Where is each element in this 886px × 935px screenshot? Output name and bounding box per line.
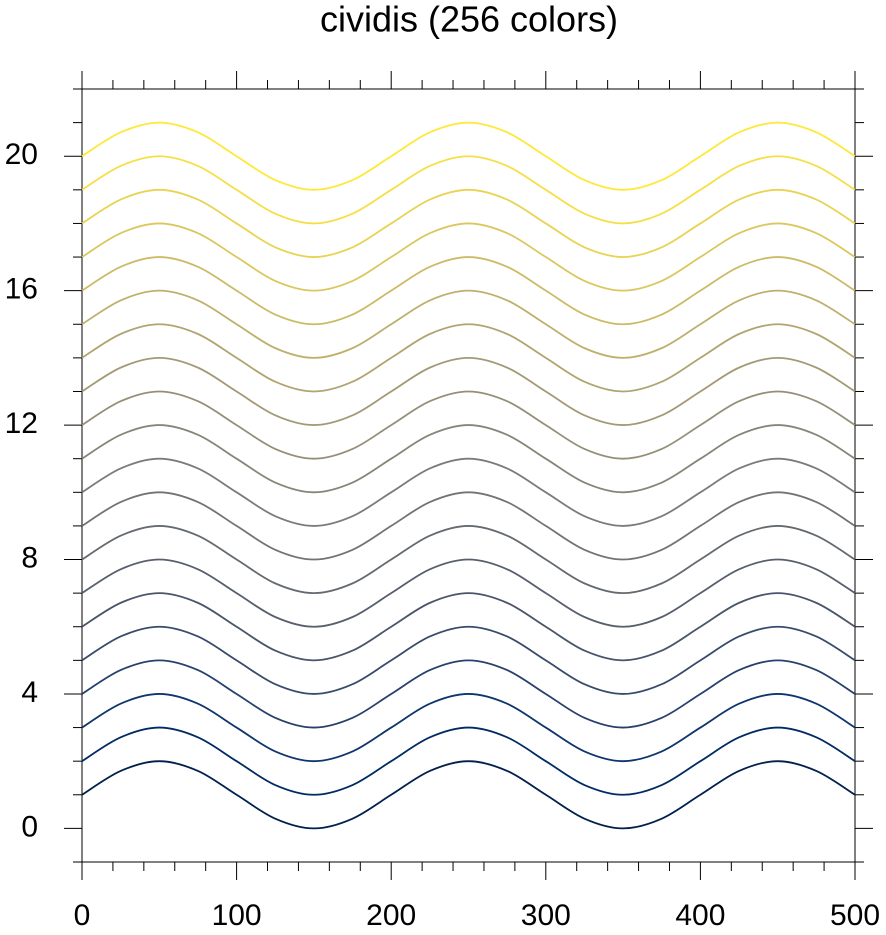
y-tick-label: 16 [5, 273, 38, 306]
series-line [81, 659, 856, 729]
series-line [81, 726, 856, 796]
series-line [81, 693, 856, 763]
series-line [81, 558, 856, 628]
series-line [81, 625, 856, 695]
series-line [81, 256, 856, 326]
x-tick-label: 400 [675, 899, 725, 932]
y-tick-label: 8 [21, 541, 38, 574]
x-tick-label: 0 [74, 899, 91, 932]
series-line [81, 323, 856, 393]
series-line [81, 390, 856, 460]
series-line [81, 760, 856, 830]
y-tick-label: 4 [21, 676, 38, 709]
series-line [81, 491, 856, 561]
x-tick-label: 100 [212, 899, 262, 932]
series-line [81, 222, 856, 292]
series-line [81, 155, 856, 225]
series-line [81, 188, 856, 258]
series-line [81, 592, 856, 662]
x-tick-label: 200 [366, 899, 416, 932]
series-line [81, 289, 856, 359]
series-line [81, 356, 856, 426]
series-line [81, 424, 856, 494]
chart-title: cividis (256 colors) [320, 0, 618, 40]
series-line [81, 457, 856, 527]
series-line [81, 525, 856, 595]
plot-frame [81, 88, 856, 863]
y-tick-label: 12 [5, 407, 38, 440]
y-tick-label: 20 [5, 138, 38, 171]
x-tick-label: 300 [521, 899, 571, 932]
x-tick-label: 500 [830, 899, 880, 932]
series-line [81, 121, 856, 191]
y-tick-label: 0 [21, 810, 38, 843]
